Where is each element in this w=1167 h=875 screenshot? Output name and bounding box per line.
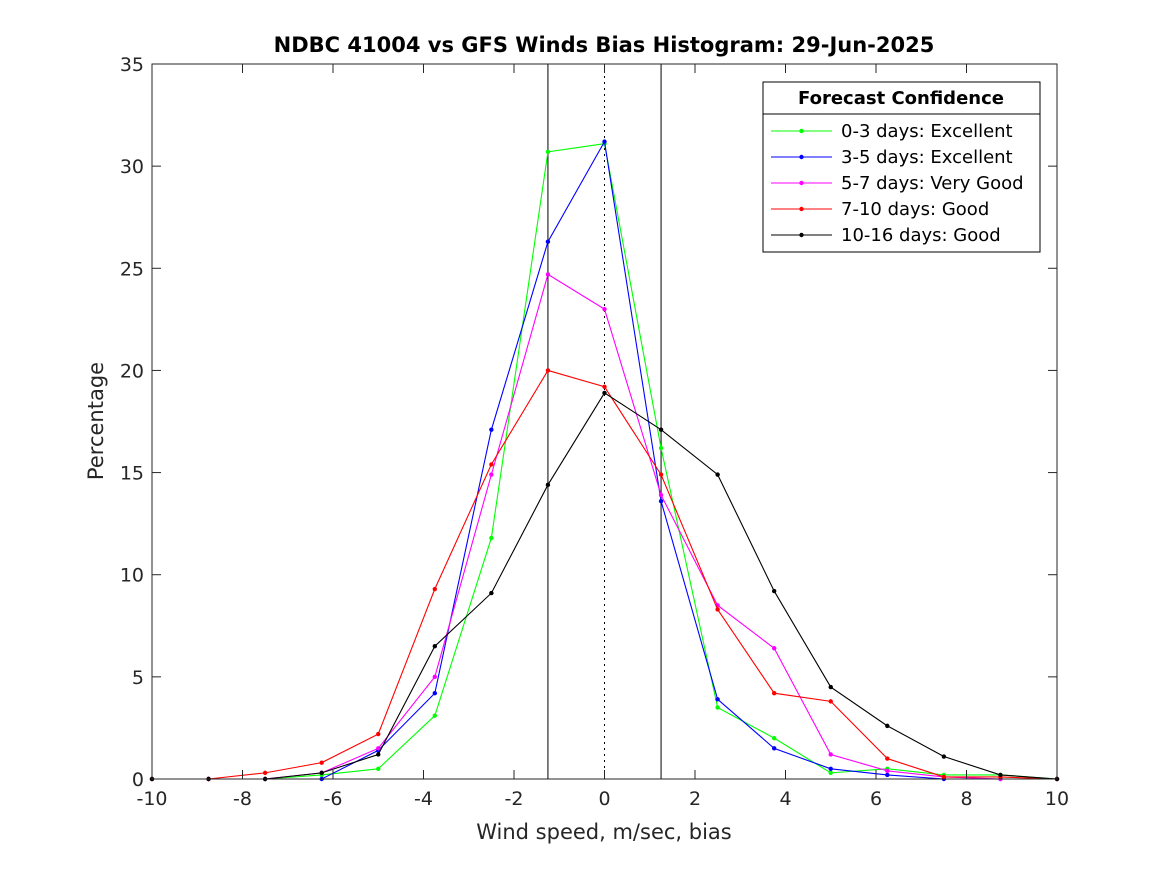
y-tick-label: 0 [132,769,144,791]
data-point [885,768,890,774]
data-point [828,752,833,757]
y-tick-label: 5 [132,667,144,689]
data-point [432,691,438,696]
legend: Forecast Confidence 0-3 days: Excellent 3… [762,81,1041,253]
data-point [376,746,381,751]
data-point [715,472,720,477]
x-tick-label: 2 [689,788,701,810]
x-tick-label: 8 [960,788,972,810]
data-point [432,644,438,649]
data-point [432,586,438,592]
y-tick-label: 15 [120,463,144,485]
data-point [602,306,607,312]
data-point [602,139,607,144]
legend-label: 5-7 days: Very Good [841,173,1024,194]
data-point [602,384,607,389]
y-tick-label: 20 [120,360,144,382]
data-point [489,590,494,596]
data-point [715,705,720,710]
legend-item: 0-3 days: Excellent [771,121,1013,142]
data-point [715,607,720,612]
data-point [828,699,833,704]
legend-item: 5-7 days: Very Good [771,173,1024,194]
y-tick-label: 25 [120,258,144,280]
y-tick-label: 10 [120,565,144,587]
legend-swatch-marker [799,180,804,186]
data-point [771,746,777,751]
data-point [489,535,494,541]
legend-swatch-marker [799,206,804,212]
data-point [771,588,777,594]
legend-label: 0-3 days: Excellent [841,121,1013,142]
data-point [545,482,551,488]
data-point [432,674,438,680]
x-tick-label: 6 [870,788,882,810]
data-point [658,427,664,432]
legend-swatch-marker [799,128,804,134]
data-point [545,149,551,155]
x-tick-label: -2 [505,788,524,810]
legend-swatch-marker [799,154,804,160]
data-point [319,760,324,765]
x-axis-ticks: -10 -8 -6 -4 -2 0 2 4 6 8 10 [136,64,1069,810]
data-point [998,772,1003,778]
data-point [885,772,890,778]
data-point [885,756,890,761]
data-point [771,735,777,741]
data-point [941,754,947,759]
data-point [545,368,551,373]
data-point [885,723,890,729]
data-point [771,646,777,651]
legend-label: 7-10 days: Good [841,199,989,220]
data-point [828,766,833,771]
data-point [658,498,664,504]
data-point [489,472,494,477]
y-tick-label: 35 [120,54,144,76]
data-point [771,691,777,696]
chart-title: NDBC 41004 vs GFS Winds Bias Histogram: … [274,33,935,57]
data-point [545,239,551,244]
reference-lines [547,64,662,779]
legend-label: 3-5 days: Excellent [841,147,1013,168]
legend-item: 3-5 days: Excellent [771,147,1013,168]
data-point [545,272,551,277]
series-layer [149,139,1060,782]
x-tick-label: -10 [136,788,167,810]
x-axis-label: Wind speed, m/sec, bias [476,820,732,844]
data-point [489,462,494,467]
series-5 [149,390,1060,782]
y-axis-label: Percentage [84,362,108,480]
x-tick-label: -6 [324,788,343,810]
data-point [941,774,947,780]
data-point [432,713,438,718]
data-point [376,752,381,757]
data-point [658,472,664,477]
data-point [602,390,607,396]
x-tick-label: -8 [233,788,252,810]
x-tick-label: 10 [1045,788,1069,810]
data-point [828,770,833,776]
x-tick-label: 4 [779,788,791,810]
legend-box [762,81,1041,253]
data-point [658,445,664,451]
data-point [489,427,494,432]
data-point [376,766,381,771]
legend-item: 10-16 days: Good [771,225,1001,246]
y-axis-ticks: 0 5 10 15 20 25 30 35 [120,54,1057,791]
data-point [319,770,324,776]
y-tick-label: 30 [120,156,144,178]
data-point [715,697,720,702]
x-tick-label: 0 [598,788,610,810]
legend-label: 10-16 days: Good [841,225,1001,246]
legend-items: 0-3 days: Excellent 3-5 days: Excellent 5-… [771,121,1024,246]
data-point [828,684,833,690]
data-point [658,492,664,498]
legend-item: 7-10 days: Good [771,199,989,220]
legend-swatch-marker [799,232,804,238]
data-point [262,770,268,776]
x-tick-label: -4 [414,788,433,810]
legend-title: Forecast Confidence [798,88,1004,109]
data-point [376,731,381,737]
